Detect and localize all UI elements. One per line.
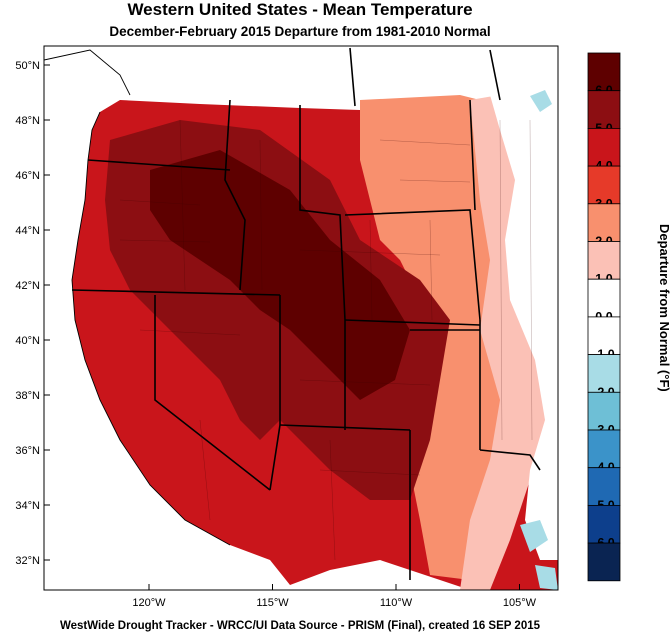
longitude-label: 105°W [503, 597, 537, 609]
longitude-label: 110°W [380, 597, 413, 609]
colorbar-swatch [587, 542, 621, 582]
longitude-label: 115°W [256, 597, 289, 609]
map-frame [43, 45, 559, 591]
map-subtitle: December-February 2015 Departure from 19… [109, 24, 491, 39]
latitude-label: 34°N [15, 500, 40, 512]
map-area [44, 46, 558, 590]
colorbar-swatch [587, 316, 621, 355]
latitude-label: 42°N [15, 280, 40, 292]
colorbar-swatch [587, 165, 621, 205]
temperature-map: 50°N 48°N 46°N 44°N 42°N 40°N 38°N 36°N 34°N 32°N… [15, 45, 672, 609]
latitude-label: 32°N [15, 555, 40, 567]
county-boundaries [119, 119, 533, 561]
colorbar-swatch [587, 504, 621, 544]
latitude-label: 44°N [15, 225, 40, 237]
colorbar-swatch [587, 90, 621, 129]
longitude-axis: 120°W 115°W 110°W 105°W [132, 584, 537, 609]
colorbar: 6.05.04.03.02.01.00.0-1.0-2.0-3.0-4.0-5.… [587, 52, 621, 582]
map-title: Western United States - Mean Temperature [127, 0, 473, 19]
colorbar-swatch [587, 127, 621, 167]
latitude-label: 50°N [15, 60, 40, 72]
colorbar-swatch [587, 203, 621, 242]
cold-patch-south [520, 520, 548, 552]
near-normal-area [490, 70, 558, 560]
cold-patch-southeast [535, 565, 558, 590]
latitude-axis: 50°N 48°N 46°N 44°N 42°N 40°N 38°N 36°N 34°N 32°N [15, 60, 50, 567]
colorbar-swatch [587, 52, 621, 92]
latitude-label: 48°N [15, 115, 40, 127]
latitude-label: 46°N [15, 170, 40, 182]
coastline [71, 111, 231, 546]
latitude-label: 36°N [15, 445, 40, 457]
colorbar-swatch [587, 278, 621, 318]
colorbar-title: Departure from Normal (°F) [657, 224, 672, 392]
latitude-label: 40°N [15, 335, 40, 347]
latitude-label: 38°N [15, 390, 40, 402]
colorbar-swatch [587, 354, 621, 393]
cold-patch-north [530, 90, 552, 112]
longitude-label: 120°W [132, 597, 166, 609]
footer-credit: WestWide Drought Tracker - WRCC/UI Data … [59, 620, 541, 632]
colorbar-swatch [587, 391, 621, 431]
state-boundaries [71, 47, 541, 580]
